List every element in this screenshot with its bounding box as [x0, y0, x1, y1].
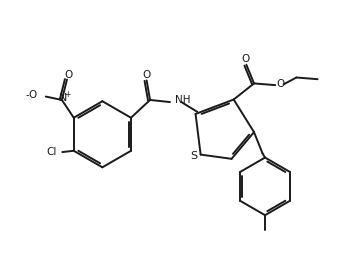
Text: O: O	[276, 79, 285, 89]
Text: +: +	[65, 90, 71, 99]
Text: -O: -O	[25, 90, 37, 100]
Text: O: O	[241, 54, 249, 64]
Text: S: S	[190, 151, 197, 161]
Text: Cl: Cl	[47, 147, 57, 157]
Text: N: N	[59, 93, 67, 103]
Text: O: O	[143, 70, 151, 79]
Text: NH: NH	[175, 95, 190, 105]
Text: O: O	[64, 70, 72, 79]
